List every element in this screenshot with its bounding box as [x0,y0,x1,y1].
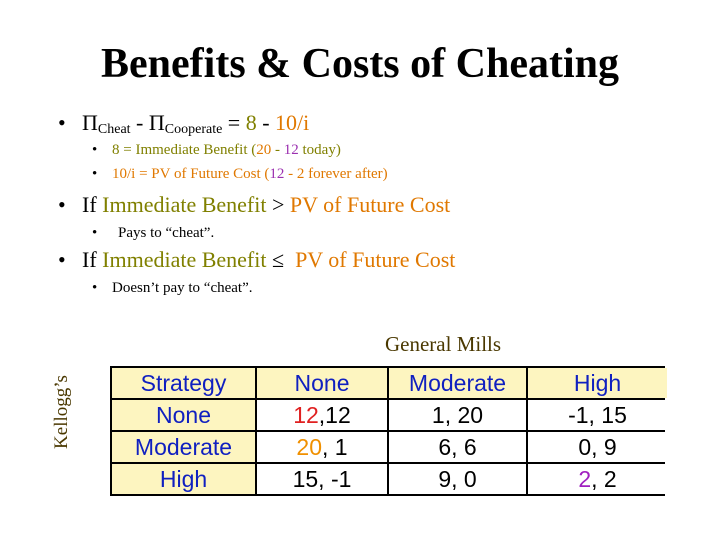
payoff-highlight: 20 [296,433,322,460]
row-header-moderate: Moderate [112,432,255,462]
future-cost-value: 10/i [275,110,310,135]
slide-title: Benefits & Costs of Cheating [101,41,619,87]
value-12: 12 [269,166,285,182]
bullet-icon: • [92,142,98,158]
bullet-icon: • [92,166,98,182]
if-text: If [82,247,103,272]
forever-text: - 2 forever after) [284,166,388,182]
minus-sign: - [256,110,276,135]
payoff-table: Strategy None Moderate High None 12,12 1… [110,366,667,496]
header-none: None [257,368,387,398]
minus-text: - [271,142,284,158]
cell-none-high: -1, 15 [528,400,667,430]
condition-no-cheat: • If Immediate Benefit ≤ PV of Future Cos… [58,247,455,273]
if-text: If [82,192,103,217]
cell-none-moderate: 1, 20 [389,400,526,430]
not-pay-text: Doesn’t pay to “cheat”. [112,280,253,296]
value-20: 20 [256,142,272,158]
cell-high-moderate: 9, 0 [389,464,526,494]
cell-none-none: 12,12 [257,400,387,430]
cheat-subscript: Cheat [97,122,131,137]
pays-text: Pays to “cheat”. [118,225,215,241]
row-header-high: High [112,464,255,494]
equals-sign: = [222,110,246,135]
row-player-label: Kellogg’s [51,375,72,449]
payoff-value: ,12 [318,401,351,428]
immediate-benefit-text: Immediate Benefit [102,192,267,217]
minus-sign: - [130,110,149,135]
future-cost-text: PV of Future Cost [295,247,456,272]
bullet-icon: • [92,280,98,296]
row-header-none: None [112,400,255,430]
payoff-highlight: 2 [578,465,592,492]
today-text: today) [298,142,341,158]
pi-symbol: Π [148,110,165,135]
immediate-benefit-value: 8 [245,110,257,135]
column-player-label: General Mills [385,332,502,356]
pi-symbol: Π [82,110,98,135]
immediate-benefit-text: Immediate Benefit [102,247,267,272]
cooperate-subscript: Cooperate [164,122,223,137]
equation-line: • ΠCheat - ΠCooperate = 8 - 10/i [58,110,310,137]
future-cost-text: PV of Future Cost [289,192,451,217]
payoff-highlight: 12 [293,401,319,428]
cost-text: 10/i = PV of Future Cost ( [112,166,270,182]
benefit-text: 8 = Immediate Benefit ( [112,142,257,158]
sub-bullet-benefit: • 8 = Immediate Benefit (20 - 12 today) [92,142,341,159]
cell-high-none: 15, -1 [257,464,387,494]
header-moderate: Moderate [389,368,526,398]
payoff-value: , 1 [322,433,348,460]
sub-bullet-pays: • Pays to “cheat”. [92,225,214,242]
bullet-icon: • [92,225,98,241]
bullet-icon: • [58,110,66,135]
less-equal: ≤ [266,247,296,272]
cell-moderate-high: 0, 9 [528,432,667,462]
header-strategy: Strategy [112,368,255,398]
cell-moderate-none: 20, 1 [257,432,387,462]
cell-moderate-moderate: 6, 6 [389,432,526,462]
payoff-value: , 2 [591,465,617,492]
condition-cheat: • If Immediate Benefit > PV of Future Cos… [58,192,450,218]
bullet-icon: • [58,192,66,217]
sub-bullet-not-pay: • Doesn’t pay to “cheat”. [92,280,253,297]
value-12: 12 [283,142,299,158]
bullet-icon: • [58,247,66,272]
greater-than: > [266,192,290,217]
cell-high-high: 2, 2 [528,464,667,494]
header-high: High [528,368,667,398]
sub-bullet-cost: • 10/i = PV of Future Cost (12 - 2 foreve… [92,166,388,183]
